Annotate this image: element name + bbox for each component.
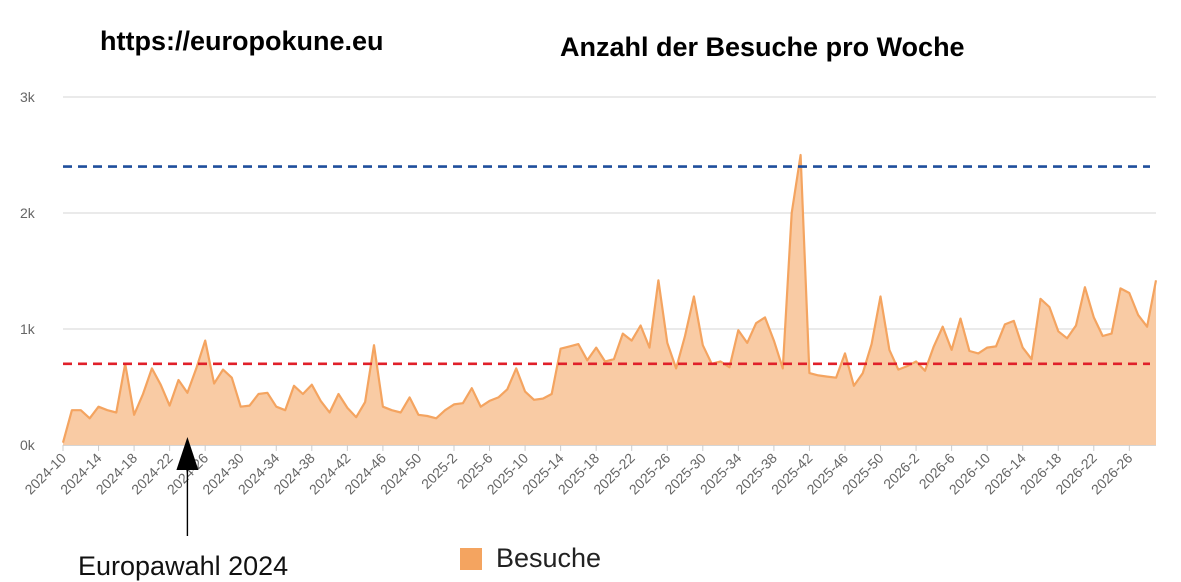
x-tick-label: 2025-2 — [418, 450, 460, 492]
y-tick-label: 0k — [20, 437, 36, 453]
site-url: https://europokune.eu — [100, 26, 384, 56]
legend[interactable]: Besuche — [460, 543, 601, 574]
y-tick-label: 1k — [20, 321, 36, 337]
annotation-label: Europawahl 2024 — [78, 551, 289, 581]
y-tick-label: 3k — [20, 89, 36, 105]
annotation-arrow-head — [176, 437, 199, 470]
chart-title: Anzahl der Besuche pro Woche — [560, 32, 965, 62]
y-axis: 0k 1k 2k 3k — [20, 89, 36, 453]
area-layer — [61, 153, 1158, 445]
legend-swatch — [460, 547, 482, 570]
series-area-besuche — [63, 155, 1156, 445]
reference-lines — [63, 165, 1150, 366]
legend-label-besuche: Besuche — [496, 543, 602, 573]
annotation — [176, 437, 199, 536]
series-line-besuche — [61, 153, 1158, 443]
y-tick-label: 2k — [20, 205, 36, 221]
x-tick-label: 2026-2 — [880, 450, 922, 492]
